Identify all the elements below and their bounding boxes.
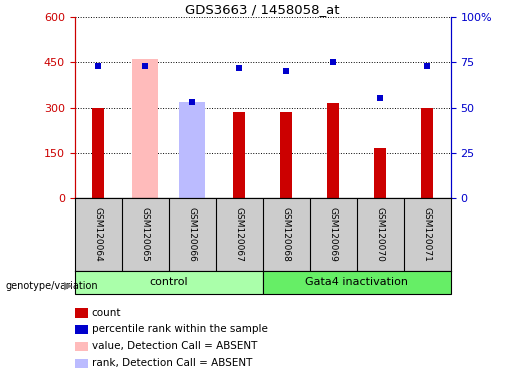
Bar [421, 108, 433, 198]
FancyBboxPatch shape [263, 271, 451, 294]
Point [329, 60, 337, 66]
Text: rank, Detection Call = ABSENT: rank, Detection Call = ABSENT [92, 358, 252, 368]
Text: GSM120066: GSM120066 [187, 207, 197, 262]
Text: ▶: ▶ [64, 281, 73, 291]
Text: percentile rank within the sample: percentile rank within the sample [92, 324, 268, 334]
Bar [233, 112, 245, 198]
Text: count: count [92, 308, 121, 318]
FancyBboxPatch shape [75, 271, 263, 294]
Bar [280, 112, 292, 198]
Bar [179, 102, 205, 198]
Text: value, Detection Call = ABSENT: value, Detection Call = ABSENT [92, 341, 257, 351]
Text: GSM120068: GSM120068 [282, 207, 290, 262]
Bar [374, 148, 386, 198]
Text: genotype/variation: genotype/variation [5, 281, 98, 291]
Point [188, 99, 196, 105]
Point [423, 63, 431, 69]
Text: GSM120070: GSM120070 [375, 207, 385, 262]
Text: GSM120071: GSM120071 [423, 207, 432, 262]
Text: GSM120064: GSM120064 [94, 207, 102, 262]
Bar [179, 103, 205, 198]
Text: GSM120065: GSM120065 [141, 207, 150, 262]
Text: Gata4 inactivation: Gata4 inactivation [305, 277, 408, 287]
Point [141, 63, 149, 69]
Point [235, 65, 243, 71]
Bar [92, 108, 104, 198]
Text: control: control [149, 277, 188, 287]
Title: GDS3663 / 1458058_at: GDS3663 / 1458058_at [185, 3, 340, 16]
Bar [328, 103, 339, 198]
Point [282, 68, 290, 74]
Text: GSM120069: GSM120069 [329, 207, 338, 262]
Text: GSM120067: GSM120067 [235, 207, 244, 262]
Point [94, 63, 102, 69]
Bar [132, 60, 158, 198]
Point [376, 96, 384, 102]
